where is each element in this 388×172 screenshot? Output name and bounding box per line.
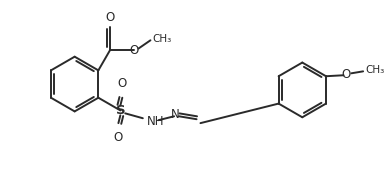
Text: O: O — [129, 44, 138, 57]
Text: CH₃: CH₃ — [152, 34, 171, 44]
Text: NH: NH — [147, 115, 164, 128]
Text: N: N — [171, 108, 179, 121]
Text: CH₃: CH₃ — [365, 65, 385, 75]
Text: O: O — [106, 11, 115, 24]
Text: O: O — [118, 77, 127, 90]
Text: S: S — [116, 104, 125, 117]
Text: O: O — [114, 131, 123, 144]
Text: O: O — [341, 68, 350, 81]
